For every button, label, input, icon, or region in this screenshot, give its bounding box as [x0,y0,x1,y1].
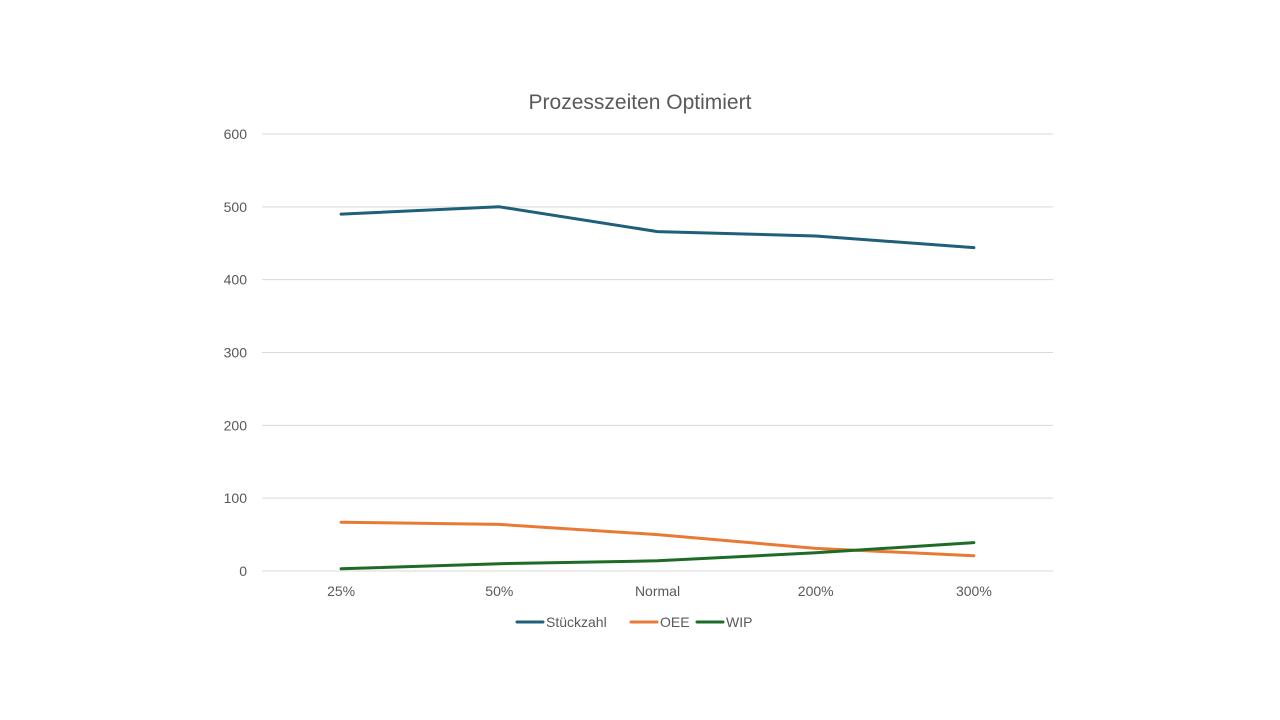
series-line-oee [339,520,976,558]
y-tick-label: 0 [239,563,247,579]
y-tick-label: 500 [224,199,248,215]
legend-label: WIP [726,614,752,630]
x-tick-label: 200% [798,583,834,599]
series-line-wip [339,541,976,571]
series-line-st-ckzahl [339,205,976,250]
legend-item: WIP [695,614,752,630]
legend: Stückzahl OEE WIP [515,614,752,630]
y-tick-label: 300 [224,345,248,361]
x-tick-label: 300% [956,583,992,599]
y-tick-label: 200 [224,417,248,433]
x-tick-label: 25% [327,583,355,599]
legend-label: OEE [660,614,690,630]
y-tick-label: 600 [224,126,248,142]
gridlines [262,133,1053,572]
chart-title: Prozesszeiten Optimiert [529,91,752,114]
legend-label: Stückzahl [546,614,607,630]
x-axis-ticks: 25% 50% Normal 200% 300% [327,583,992,599]
series-lines [339,205,976,571]
y-tick-label: 400 [224,272,248,288]
y-tick-label: 100 [224,490,248,506]
legend-item: OEE [629,614,690,630]
x-tick-label: Normal [635,583,680,599]
legend-item: Stückzahl [515,614,607,630]
x-tick-label: 50% [485,583,513,599]
y-axis-ticks: 0 100 200 300 400 500 600 [224,126,248,579]
